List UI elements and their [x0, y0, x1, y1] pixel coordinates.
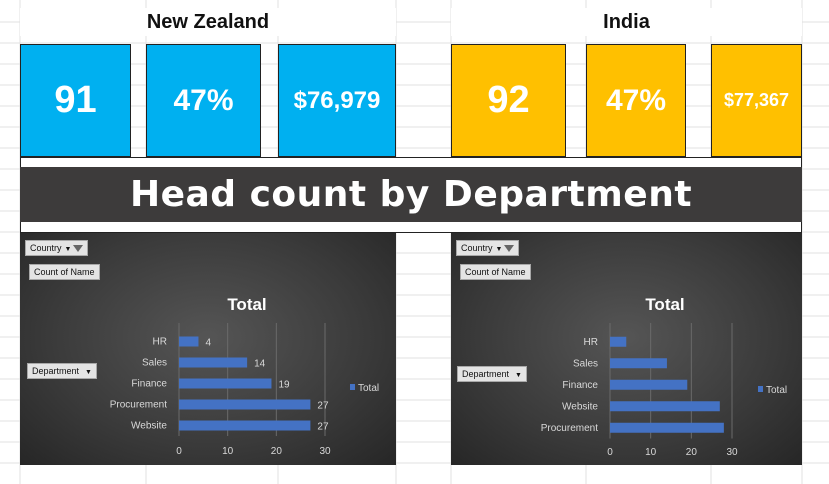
- kpi-percent-india[interactable]: 47%: [586, 44, 686, 157]
- chart-new-zealand[interactable]: Country ▼ Count of Name Department ▼ Total…: [20, 233, 396, 465]
- chart-title: Total: [645, 295, 684, 314]
- x-tick-label: 10: [222, 446, 234, 457]
- filter-icon: [73, 245, 84, 253]
- data-label: 14: [254, 359, 266, 370]
- divider-band-bottom: [20, 221, 802, 233]
- data-label: 19: [278, 380, 290, 391]
- category-label: Website: [131, 421, 167, 432]
- kpi-value: 91: [54, 79, 97, 121]
- department-filter-button[interactable]: Department ▼: [457, 366, 527, 382]
- filter-icon: [504, 245, 515, 253]
- count-of-name-button[interactable]: Count of Name: [460, 264, 531, 280]
- data-label: 27: [317, 422, 329, 433]
- region-title-new-zealand: New Zealand: [20, 8, 396, 36]
- count-of-name-label: Count of Name: [465, 267, 526, 277]
- chevron-down-icon: ▼: [515, 372, 522, 379]
- x-tick-label: 30: [319, 446, 331, 457]
- kpi-headcount-nz[interactable]: 91: [20, 44, 131, 157]
- legend-label: Total: [358, 383, 379, 394]
- chevron-down-icon: ▼: [64, 246, 72, 253]
- category-label: Procurement: [110, 400, 167, 411]
- category-label: Procurement: [541, 423, 598, 434]
- kpi-headcount-india[interactable]: 92: [451, 44, 566, 157]
- x-tick-label: 20: [271, 446, 283, 457]
- bar[interactable]: [179, 378, 272, 389]
- kpi-value: $77,367: [723, 90, 790, 110]
- count-of-name-label: Count of Name: [34, 267, 95, 277]
- x-tick-label: 30: [726, 447, 738, 458]
- legend-swatch: [758, 386, 763, 392]
- kpi-salary-india[interactable]: $77,367: [711, 44, 802, 157]
- bar-chart-svg: Total 0 10 20 30 HR Sales Finance Website Procure…: [541, 295, 787, 458]
- bar[interactable]: [610, 336, 627, 347]
- bar[interactable]: [610, 358, 667, 369]
- bar-chart-svg: Total 0 10 20 30 HR 4 Sales 14 Finance 19 Procureme…: [110, 295, 379, 457]
- kpi-value: $76,979: [293, 86, 381, 114]
- bar[interactable]: [179, 399, 311, 410]
- department-filter-label: Department: [462, 369, 510, 379]
- category-label: HR: [153, 337, 167, 348]
- x-tick-label: 10: [645, 447, 657, 458]
- chevron-down-icon: ▼: [85, 369, 92, 376]
- country-filter-button[interactable]: Country ▼: [456, 240, 520, 256]
- country-filter-button[interactable]: Country ▼: [25, 240, 89, 256]
- category-label: Website: [562, 401, 598, 412]
- country-filter-label: Country: [461, 243, 493, 253]
- kpi-salary-nz[interactable]: $76,979: [278, 44, 396, 157]
- x-tick-label: 20: [686, 447, 698, 458]
- department-filter-button[interactable]: Department ▼: [27, 363, 97, 379]
- x-tick-label: 0: [176, 446, 182, 457]
- bar[interactable]: [610, 422, 724, 433]
- kpi-value: 92: [487, 79, 530, 121]
- region-title-india: India: [451, 8, 802, 36]
- banner-title: Head count by Department: [20, 167, 802, 222]
- category-label: HR: [584, 337, 598, 348]
- chart-title: Total: [227, 295, 266, 314]
- bar[interactable]: [610, 401, 720, 412]
- country-filter-label: Country: [30, 243, 62, 253]
- kpi-value: 47%: [173, 83, 234, 117]
- bar[interactable]: [179, 357, 248, 368]
- data-label: 27: [317, 401, 329, 412]
- category-label: Finance: [562, 380, 598, 391]
- kpi-percent-nz[interactable]: 47%: [146, 44, 261, 157]
- data-label: 4: [205, 338, 211, 349]
- x-tick-label: 0: [607, 447, 613, 458]
- bar[interactable]: [179, 336, 199, 347]
- bar[interactable]: [610, 379, 688, 390]
- department-filter-label: Department: [32, 366, 80, 376]
- category-label: Sales: [573, 358, 598, 369]
- legend-swatch: [350, 384, 355, 390]
- chevron-down-icon: ▼: [495, 246, 503, 253]
- count-of-name-button[interactable]: Count of Name: [29, 264, 100, 280]
- kpi-value: 47%: [605, 83, 667, 117]
- category-label: Sales: [142, 358, 167, 369]
- legend-label: Total: [766, 385, 787, 396]
- chart-india[interactable]: Country ▼ Count of Name Department ▼ Total…: [451, 233, 802, 465]
- bar[interactable]: [179, 420, 311, 431]
- category-label: Finance: [131, 379, 167, 390]
